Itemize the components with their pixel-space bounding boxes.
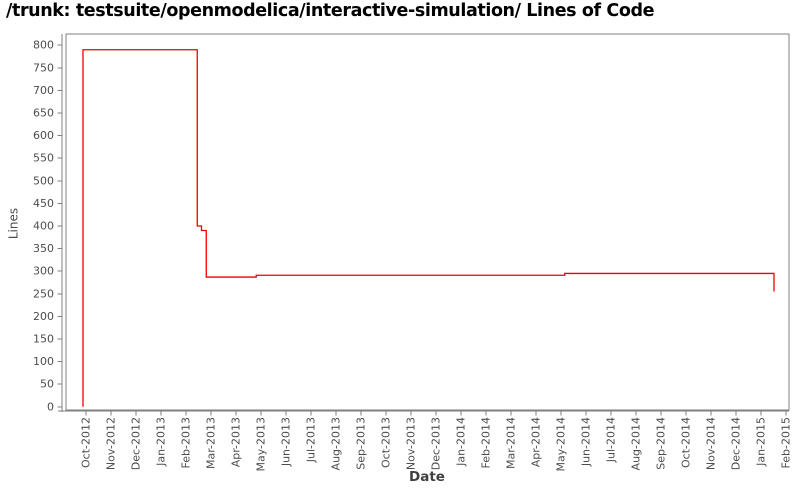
svg-text:Sep-2013: Sep-2013 xyxy=(355,417,368,470)
svg-text:300: 300 xyxy=(33,265,54,278)
svg-text:150: 150 xyxy=(33,333,54,346)
svg-text:Jun-2014: Jun-2014 xyxy=(580,417,593,467)
svg-text:Dec-2012: Dec-2012 xyxy=(130,417,143,470)
svg-text:Nov-2014: Nov-2014 xyxy=(705,417,718,470)
svg-text:550: 550 xyxy=(33,152,54,165)
y-axis-label: Lines xyxy=(6,207,21,240)
svg-text:Feb-2013: Feb-2013 xyxy=(180,417,193,468)
svg-text:Aug-2014: Aug-2014 xyxy=(630,417,643,470)
svg-text:350: 350 xyxy=(33,242,54,255)
svg-text:750: 750 xyxy=(33,61,54,74)
svg-text:800: 800 xyxy=(33,39,54,52)
svg-text:May-2013: May-2013 xyxy=(255,417,268,472)
svg-text:Oct-2012: Oct-2012 xyxy=(80,417,93,468)
svg-text:Jun-2013: Jun-2013 xyxy=(280,417,293,467)
svg-text:200: 200 xyxy=(33,310,54,323)
svg-text:Oct-2014: Oct-2014 xyxy=(680,417,693,468)
svg-text:Aug-2013: Aug-2013 xyxy=(330,417,343,470)
svg-text:500: 500 xyxy=(33,174,54,187)
svg-text:Jul-2014: Jul-2014 xyxy=(605,417,618,463)
svg-text:Nov-2012: Nov-2012 xyxy=(105,417,118,470)
x-axis-label: Date xyxy=(409,469,445,485)
svg-text:700: 700 xyxy=(33,84,54,97)
svg-text:Dec-2014: Dec-2014 xyxy=(730,417,743,470)
svg-text:Oct-2013: Oct-2013 xyxy=(380,417,393,468)
svg-text:100: 100 xyxy=(33,355,54,368)
svg-text:400: 400 xyxy=(33,220,54,233)
svg-text:50: 50 xyxy=(40,378,54,391)
svg-text:Jan-2013: Jan-2013 xyxy=(155,417,168,467)
svg-text:Jul-2013: Jul-2013 xyxy=(305,417,318,463)
svg-text:Feb-2015: Feb-2015 xyxy=(780,417,793,468)
svg-text:Apr-2014: Apr-2014 xyxy=(530,417,543,467)
svg-text:250: 250 xyxy=(33,287,54,300)
svg-text:Mar-2013: Mar-2013 xyxy=(205,417,218,469)
svg-text:450: 450 xyxy=(33,197,54,210)
svg-text:Feb-2014: Feb-2014 xyxy=(480,417,493,468)
chart-title: /trunk: testsuite/openmodelica/interacti… xyxy=(6,1,655,21)
svg-text:Jan-2014: Jan-2014 xyxy=(455,417,468,467)
svg-text:Dec-2013: Dec-2013 xyxy=(430,417,443,470)
svg-text:Apr-2013: Apr-2013 xyxy=(230,417,243,467)
svg-text:650: 650 xyxy=(33,107,54,120)
svg-text:600: 600 xyxy=(33,129,54,142)
svg-text:Nov-2013: Nov-2013 xyxy=(405,417,418,470)
svg-text:Sep-2014: Sep-2014 xyxy=(655,417,668,470)
svg-text:Jan-2015: Jan-2015 xyxy=(755,417,768,467)
svg-text:Mar-2014: Mar-2014 xyxy=(505,417,518,469)
svg-text:0: 0 xyxy=(47,400,54,413)
svg-text:May-2014: May-2014 xyxy=(555,417,568,472)
